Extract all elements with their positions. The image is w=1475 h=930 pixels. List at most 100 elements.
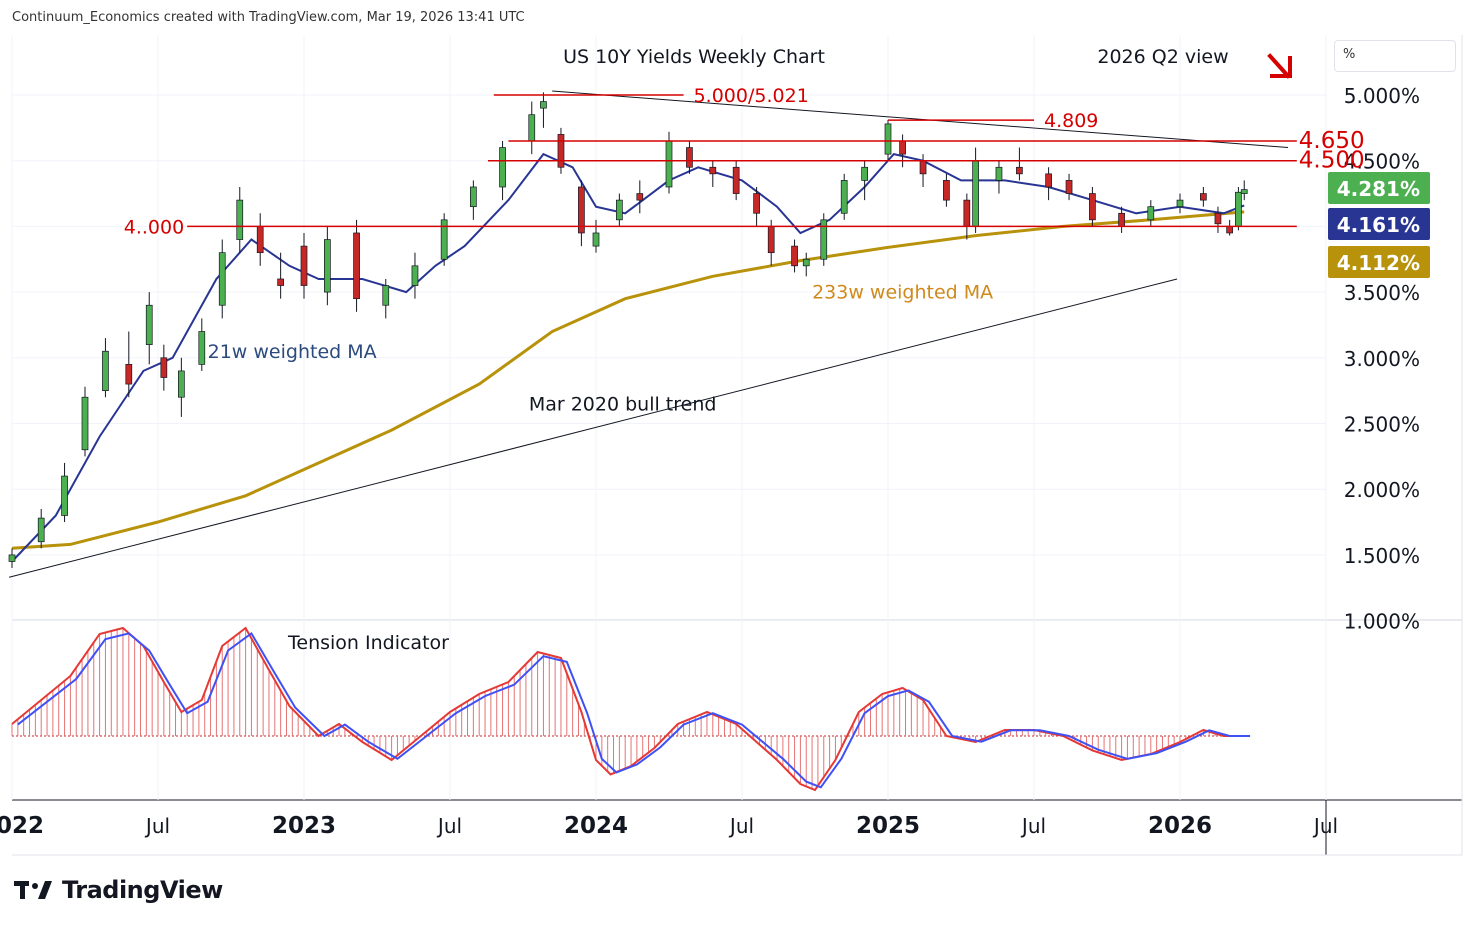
chart-annotation: Mar 2020 bull trend	[529, 393, 717, 415]
y-tick-label: 2.000%	[1344, 478, 1420, 502]
ma233-line	[11, 210, 1245, 550]
price-label-box	[1328, 172, 1430, 204]
candle-body	[791, 245, 798, 267]
x-tick-label: Jul	[144, 814, 170, 838]
price-label-box	[1328, 208, 1430, 240]
candle-body	[709, 166, 717, 175]
candle-body	[995, 166, 1003, 181]
candle-body	[499, 147, 506, 188]
chart-title: US 10Y Yields Weekly Chart	[563, 46, 825, 68]
candle-body	[1045, 173, 1052, 188]
candle-body	[557, 134, 565, 168]
candle-body	[753, 193, 760, 214]
candle-body	[840, 180, 848, 214]
candle-body	[324, 239, 331, 293]
x-tick-label: 2024	[564, 813, 628, 839]
level-label: 4.650	[1299, 128, 1365, 154]
price-label: 4.161%	[1337, 213, 1420, 237]
candle-body	[592, 232, 600, 247]
tradingview-logo[interactable]: TradingView	[14, 876, 223, 904]
candle-body	[37, 517, 45, 543]
candle-body	[861, 166, 868, 181]
y-tick-label: 1.500%	[1344, 544, 1420, 568]
y-tick-label: 1.000%	[1344, 610, 1420, 634]
trendline	[552, 90, 1289, 149]
price-label: 4.112%	[1337, 251, 1420, 275]
trendline	[8, 278, 1178, 578]
y-tick-label: 4.500%	[1344, 150, 1420, 174]
candle-body	[686, 147, 693, 168]
candle-body	[300, 245, 308, 286]
x-tick-label: Jul	[436, 814, 462, 838]
candle-body	[963, 199, 971, 227]
candle-body	[218, 252, 226, 306]
price-label-box	[1328, 246, 1430, 278]
y-tick-label: 3.000%	[1344, 347, 1420, 371]
candle-body	[528, 114, 536, 142]
view-label: 2026 Q2 view	[1097, 46, 1228, 68]
candle-body	[1065, 180, 1073, 194]
candle-body	[540, 101, 547, 109]
tradingview-logo-icon	[14, 881, 52, 899]
tradingview-logo-text: TradingView	[62, 876, 223, 904]
chart-canvas[interactable]: 5.000% 4.500% 3.500% 3.000% 2.500% 2.000% 1.50…	[0, 0, 1475, 870]
candle-body	[145, 304, 153, 346]
candle-body	[1089, 193, 1096, 221]
candle-body	[256, 226, 264, 254]
y-tick-label: 3.500%	[1344, 281, 1420, 305]
candle-body	[1118, 212, 1125, 227]
candle-body	[636, 193, 644, 201]
x-tick-label: Jul	[1020, 814, 1046, 838]
x-tick-label: Jul	[1312, 814, 1338, 838]
candle-body	[1176, 199, 1184, 208]
chart-annotation: 21w weighted MA	[208, 341, 377, 363]
x-tick-label: 2022	[0, 813, 44, 839]
x-tick-label: 2026	[1148, 813, 1212, 839]
candle-body	[732, 166, 740, 194]
candle-body	[767, 226, 775, 254]
candle-body	[1240, 189, 1248, 194]
indicator-fast-line	[11, 626, 1245, 792]
level-label: 5.000/5.021	[694, 85, 809, 107]
candle-body	[470, 186, 477, 208]
candle-body	[236, 199, 244, 240]
candle-body	[382, 285, 390, 306]
candle-body	[411, 265, 419, 286]
candle-body	[616, 199, 623, 221]
y-tick-label: 5.000%	[1344, 84, 1420, 108]
unit-label: %	[1343, 47, 1356, 62]
x-tick-label: 2023	[272, 813, 336, 839]
candle-body	[665, 140, 673, 188]
indicator-slow-line	[17, 631, 1251, 789]
unit-selector[interactable]: %	[1334, 40, 1456, 72]
candle-body	[1235, 191, 1242, 227]
price-label: 4.281%	[1337, 177, 1420, 201]
candle-body	[1226, 226, 1233, 234]
candle-body	[8, 554, 16, 562]
candle-body	[125, 364, 133, 385]
candle-body	[1214, 212, 1222, 225]
candle-body	[102, 350, 109, 392]
candle-body	[899, 140, 906, 155]
chart-attribution: Continuum_Economics created with Trading…	[12, 10, 525, 25]
candle-body	[61, 475, 68, 516]
candle-body	[972, 160, 979, 227]
candle-body	[1147, 206, 1155, 221]
candle-body	[178, 370, 185, 398]
candle-body	[277, 278, 284, 286]
x-tick-label: Jul	[728, 814, 754, 838]
candle-body	[1016, 166, 1023, 175]
level-label: 4.500	[1299, 148, 1365, 174]
candle-body	[198, 331, 206, 365]
candle-body	[353, 232, 360, 300]
candle-body	[919, 160, 927, 175]
down-arrow-icon	[1267, 53, 1292, 79]
candle-body	[943, 180, 950, 201]
candle-body	[884, 123, 892, 155]
candle-body	[440, 219, 448, 260]
candle-body	[160, 357, 168, 378]
candle-body	[578, 186, 585, 234]
candle-body	[802, 258, 810, 267]
chart-annotation: 233w weighted MA	[812, 282, 993, 304]
level-label: 4..000	[124, 216, 184, 238]
